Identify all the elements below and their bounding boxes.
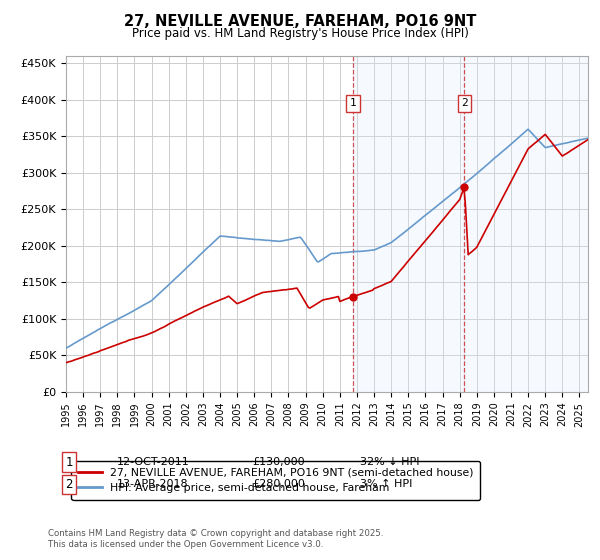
Text: 2: 2 [65, 478, 73, 491]
Text: 1: 1 [65, 455, 73, 469]
Text: 13-APR-2018: 13-APR-2018 [117, 479, 188, 489]
Bar [353, 56, 464, 392]
Text: 1: 1 [350, 99, 356, 109]
Text: Price paid vs. HM Land Registry's House Price Index (HPI): Price paid vs. HM Land Registry's House … [131, 27, 469, 40]
Text: 32% ↓ HPI: 32% ↓ HPI [360, 457, 419, 467]
Text: 12-OCT-2011: 12-OCT-2011 [117, 457, 190, 467]
Bar [464, 56, 588, 392]
Text: £130,000: £130,000 [252, 457, 305, 467]
Text: £280,000: £280,000 [252, 479, 305, 489]
Legend: 27, NEVILLE AVENUE, FAREHAM, PO16 9NT (semi-detached house), HPI: Average price,: 27, NEVILLE AVENUE, FAREHAM, PO16 9NT (s… [71, 461, 481, 500]
Text: 27, NEVILLE AVENUE, FAREHAM, PO16 9NT: 27, NEVILLE AVENUE, FAREHAM, PO16 9NT [124, 14, 476, 29]
Text: Contains HM Land Registry data © Crown copyright and database right 2025.
This d: Contains HM Land Registry data © Crown c… [48, 529, 383, 549]
Text: 2: 2 [461, 99, 468, 109]
Text: 3% ↑ HPI: 3% ↑ HPI [360, 479, 412, 489]
